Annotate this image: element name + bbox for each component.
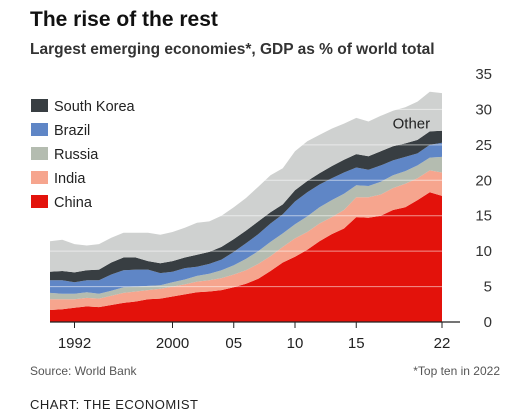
y-tick-label: 5 [484, 279, 492, 296]
y-tick-label: 15 [475, 208, 492, 225]
y-tick-label: 20 [475, 172, 492, 189]
x-tick-label: 10 [287, 335, 304, 352]
source-note: Source: World Bank [30, 364, 137, 378]
y-tick-label: 35 [475, 66, 492, 83]
footnote: *Top ten in 2022 [413, 364, 500, 378]
chart-title: The rise of the rest [30, 8, 218, 31]
chart-subtitle: Largest emerging economies*, GDP as % of… [30, 41, 435, 58]
legend-label: India [54, 171, 86, 187]
legend-swatch [31, 195, 48, 208]
legend-swatch [31, 171, 48, 184]
x-tick-label: 05 [225, 335, 242, 352]
x-tick-label: 22 [434, 335, 451, 352]
legend-swatch [31, 99, 48, 112]
chart-credit: CHART: THE ECONOMIST [30, 397, 199, 412]
legend-label: South Korea [54, 99, 136, 115]
y-tick-label: 0 [484, 314, 492, 331]
annotation-label: Other [393, 116, 431, 133]
legend-label: China [54, 195, 93, 211]
legend-label: Russia [54, 147, 99, 163]
area-other [50, 91, 442, 273]
area-south-korea [50, 130, 442, 283]
x-tick-label: 2000 [156, 335, 189, 352]
x-tick-label: 15 [348, 335, 365, 352]
y-tick-label: 30 [475, 101, 492, 118]
legend-swatch [31, 147, 48, 160]
legend-swatch [31, 123, 48, 136]
y-tick-label: 10 [475, 243, 492, 260]
area-india [50, 170, 442, 310]
legend-label: Brazil [54, 123, 90, 139]
y-tick-label: 25 [475, 137, 492, 154]
x-tick-label: 1992 [58, 335, 91, 352]
area-china [50, 192, 442, 322]
